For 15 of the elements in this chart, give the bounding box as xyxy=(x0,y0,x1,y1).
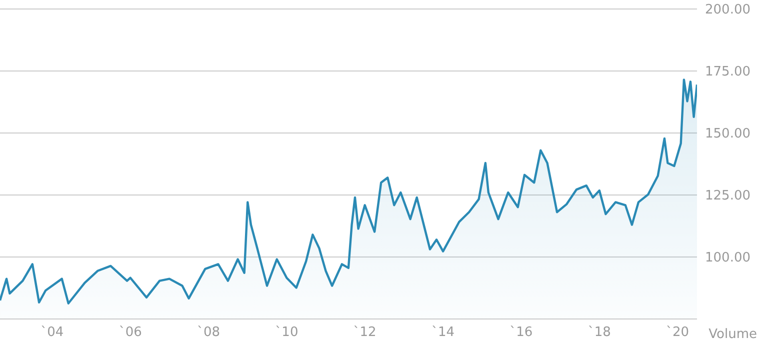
x-tick-label: `20 xyxy=(666,325,690,340)
x-tick-label: `14 xyxy=(432,325,455,340)
x-tick-label: `06 xyxy=(118,325,142,340)
x-tick-label: `08 xyxy=(196,325,220,340)
y-tick-label: 150.00 xyxy=(705,126,750,142)
x-tick-label: `16 xyxy=(510,325,533,340)
x-tick-label: `10 xyxy=(275,325,298,340)
y-tick-label: 175.00 xyxy=(705,64,750,80)
x-tick-label: `12 xyxy=(353,325,376,340)
y-tick-label: 200.00 xyxy=(705,2,750,18)
x-tick-label: `18 xyxy=(588,325,611,340)
y-tick-label: 100.00 xyxy=(705,250,750,266)
x-tick-label: `04 xyxy=(40,325,64,340)
y-tick-label: 125.00 xyxy=(705,188,750,204)
text: Volume xyxy=(708,327,757,342)
